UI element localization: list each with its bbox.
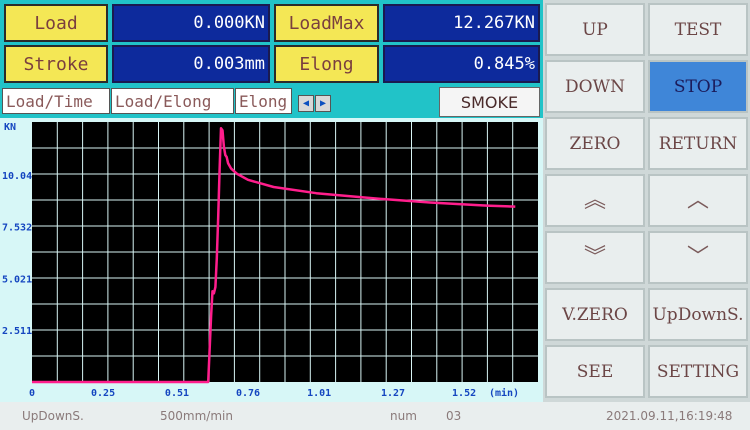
status-num-label: num: [390, 409, 417, 423]
x-tick-label: 0.51: [165, 388, 189, 399]
vzero-button[interactable]: V.ZERO: [545, 288, 645, 341]
y-tick-label: 7.532: [2, 223, 32, 234]
status-speed: 500mm/min: [160, 409, 233, 423]
tab-scroll-right-icon[interactable]: ▶: [315, 95, 331, 112]
elong-value: 0.845%: [383, 45, 540, 83]
load-value: 0.000KN: [112, 4, 270, 42]
slow-up-button[interactable]: ︿: [648, 174, 748, 227]
status-datetime: 2021.09.11,16:19:48: [606, 409, 733, 423]
x-tick-label: 1.27: [381, 388, 405, 399]
elong-label: Elong: [274, 45, 379, 83]
x-tick-label: 0.76: [236, 388, 260, 399]
zero-button[interactable]: ZERO: [545, 117, 645, 170]
fast-down-button[interactable]: ︾: [545, 231, 645, 284]
status-bar: UpDownS. 500mm/min num 03 2021.09.11,16:…: [0, 402, 750, 430]
setting-button[interactable]: SETTING: [648, 345, 748, 398]
return-button[interactable]: RETURN: [648, 117, 748, 170]
chevron-up-icon: ︿: [686, 187, 709, 213]
up-button[interactable]: UP: [545, 3, 645, 56]
y-tick-label: 10.04: [2, 171, 32, 182]
readout-panel: Load 0.000KN LoadMax 12.267KN Stroke 0.0…: [0, 0, 543, 402]
stroke-value: 0.003mm: [112, 45, 270, 83]
see-button[interactable]: SEE: [545, 345, 645, 398]
load-label: Load: [4, 4, 108, 42]
double-chevron-down-icon: ︾: [583, 244, 606, 270]
smoke-button[interactable]: SMOKE: [439, 87, 540, 117]
x-tick-label: 0: [29, 388, 35, 399]
control-panel: UP TEST DOWN STOP ZERO RETURN ︽ ︿ ︾ ﹀ V.…: [543, 0, 750, 402]
y-axis-label: KN: [4, 122, 16, 133]
status-mode: UpDownS.: [22, 409, 84, 423]
chevron-down-icon: ﹀: [686, 244, 709, 270]
updowns-button[interactable]: UpDownS.: [648, 288, 748, 341]
series-line-load: [32, 126, 516, 384]
tab-scroll-left-icon[interactable]: ◀: [298, 95, 314, 112]
loadmax-label: LoadMax: [274, 4, 379, 42]
load-time-chart: KN 2.511 5.021 7.532 10.04 0 0.25 0.51 0.76 1.01 1…: [0, 118, 543, 402]
tab-load-elong[interactable]: Load/Elong: [111, 88, 234, 114]
loadmax-value: 12.267KN: [383, 4, 540, 42]
chart-svg: KN 2.511 5.021 7.532 10.04 0 0.25 0.51 0.76 1.01 1…: [2, 122, 538, 399]
stroke-label: Stroke: [4, 45, 108, 83]
tab-elong[interactable]: Elong: [235, 88, 292, 114]
x-tick-label: 0.25: [91, 388, 115, 399]
test-button[interactable]: TEST: [648, 3, 748, 56]
y-tick-label: 5.021: [2, 274, 32, 285]
x-tick-label: 1.52: [452, 388, 476, 399]
y-tick-label: 2.511: [2, 326, 32, 337]
double-chevron-up-icon: ︽: [583, 187, 606, 213]
down-button[interactable]: DOWN: [545, 60, 645, 113]
tab-load-time[interactable]: Load/Time: [2, 88, 110, 114]
x-axis-label: (min): [489, 387, 519, 399]
slow-down-button[interactable]: ﹀: [648, 231, 748, 284]
fast-up-button[interactable]: ︽: [545, 174, 645, 227]
status-num-value: 03: [446, 409, 462, 423]
x-tick-label: 1.01: [307, 388, 331, 399]
stop-button[interactable]: STOP: [648, 60, 748, 113]
